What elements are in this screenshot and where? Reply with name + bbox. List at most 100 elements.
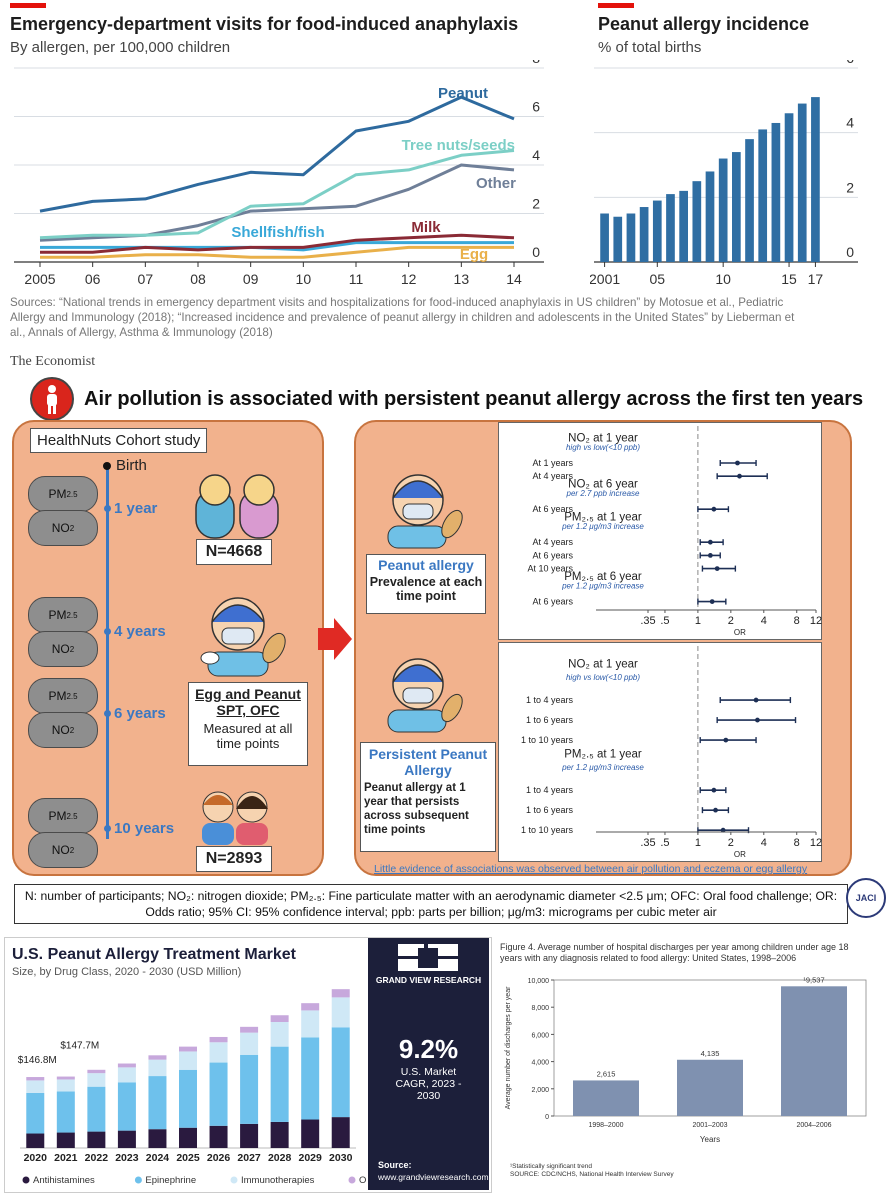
bar-segment-immunotherapies bbox=[301, 1010, 320, 1038]
odds-ratio-point bbox=[711, 787, 717, 793]
bar-segment-immunotherapies bbox=[26, 1080, 45, 1093]
value-label: 4,135 bbox=[701, 1049, 720, 1058]
row-label: At 6 years bbox=[532, 597, 573, 607]
legend-swatch bbox=[230, 1176, 238, 1184]
x-tick-label: 2020 bbox=[24, 1152, 48, 1164]
y-tick-label: 4,000 bbox=[531, 1060, 549, 1067]
group-label: NO₂ at 1 year bbox=[568, 432, 638, 444]
bar-segment-others bbox=[331, 989, 350, 998]
birth-label: Birth bbox=[116, 457, 147, 474]
group-label: PM₂.₅ at 1 year bbox=[564, 748, 642, 760]
economist-left-rule bbox=[10, 3, 46, 8]
x-tick-label: 1 bbox=[695, 615, 701, 627]
row-label: 1 to 4 years bbox=[526, 695, 574, 705]
bar-segment-others bbox=[179, 1046, 197, 1052]
x-tick-label: 09 bbox=[243, 271, 259, 287]
x-tick-label: 12 bbox=[810, 837, 822, 849]
n-participants-baseline: N=4668 bbox=[196, 539, 272, 565]
spt-ofc-title: Egg and Peanut SPT, OFC bbox=[195, 686, 301, 718]
timepoint-10-years: 10 years bbox=[114, 820, 175, 837]
legend-label: Others bbox=[359, 1175, 366, 1186]
bar bbox=[732, 152, 741, 262]
odds-ratio-point bbox=[713, 807, 718, 813]
bar-segment-immunotherapies bbox=[117, 1067, 136, 1083]
jaci-seal-text: JACI bbox=[855, 893, 877, 903]
x-tick-label: 4 bbox=[761, 837, 767, 849]
x-tick-label: 2023 bbox=[115, 1152, 139, 1164]
group-label: PM₂.₅ at 1 year bbox=[564, 512, 642, 524]
persistent-allergy-forest-plot: NO₂ at 1 year high vs low(<10 ppb) 1 to 4 … bbox=[498, 642, 822, 862]
y-tick-label: 6 bbox=[532, 99, 540, 115]
bar bbox=[718, 158, 728, 262]
value-label: 2,615 bbox=[597, 1069, 616, 1078]
pm25-cloud: PM 2.5 bbox=[28, 476, 98, 512]
cdc-footnote-1: ¹Statistically significant trend bbox=[510, 1163, 593, 1170]
grandview-brand: GRAND VIEW RESEARCH bbox=[375, 975, 482, 985]
plot-frame bbox=[498, 422, 822, 640]
x-tick-label: 10 bbox=[715, 271, 731, 287]
bar-segment-epinephrine bbox=[179, 1069, 197, 1128]
tick-10-years bbox=[104, 825, 111, 832]
series-label: Shellfish/fish bbox=[231, 224, 324, 241]
timepoint-4-years: 4 years bbox=[114, 623, 166, 640]
x-tick-label: 13 bbox=[454, 271, 470, 287]
cdc-footnote-2: SOURCE: CDC/NCHS, National Health Interv… bbox=[510, 1171, 674, 1178]
grandview-title: U.S. Peanut Allergy Treatment Market bbox=[12, 946, 296, 963]
persistent-allergy-body: Peanut allergy at 1 year that persists a… bbox=[364, 782, 469, 836]
bar-segment-epinephrine bbox=[301, 1037, 320, 1120]
pm25-cloud: PM 2.5 bbox=[28, 798, 98, 834]
odds-ratio-point bbox=[753, 697, 759, 703]
y-tick-label: 2,000 bbox=[531, 1087, 549, 1094]
cohort-label: HealthNuts Cohort study bbox=[30, 428, 208, 453]
emergency-visits-line-chart: 0 2 4 6 8 2005 06 07 08 09 10 11 12 13 14 Peanut Tree nu… bbox=[14, 60, 544, 287]
economist-right-rule bbox=[598, 3, 634, 8]
x-tick-label: 2021 bbox=[54, 1152, 78, 1164]
n-participants-10yr: N=2893 bbox=[196, 846, 272, 872]
treatment-market-stacked-bar-chart: 2020 2021 2022 2023 2024 2025 2026 2027 2028 2029… bbox=[18, 989, 366, 1186]
y-tick-label: 6 bbox=[846, 60, 854, 66]
bar-segment-antihistamines bbox=[56, 1132, 75, 1148]
group-label: NO₂ at 6 year bbox=[568, 479, 638, 491]
timepoint-6-years: 6 years bbox=[114, 705, 166, 722]
bar-segment-epinephrine bbox=[331, 1027, 350, 1118]
peanut-allergy-title: Peanut allergy bbox=[378, 557, 474, 573]
x-tick-label: 2005 bbox=[24, 271, 55, 287]
odds-ratio-point bbox=[709, 599, 715, 604]
series-label: Egg bbox=[460, 246, 488, 263]
row-label: At 6 years bbox=[532, 504, 573, 514]
row-label: 1 to 4 years bbox=[526, 785, 574, 795]
legend-swatch bbox=[134, 1176, 142, 1184]
x-tick-label: 2001 bbox=[590, 271, 620, 287]
group-sublabel: high vs low(<10 ppb) bbox=[566, 673, 640, 682]
y-tick-label: 4 bbox=[846, 115, 854, 131]
bar-segment-antihistamines bbox=[301, 1119, 320, 1148]
x-tick-label: 2026 bbox=[207, 1152, 231, 1164]
bar-segment-others bbox=[87, 1069, 106, 1074]
value-annotation: $146.8M bbox=[18, 1055, 57, 1066]
timeline-axis bbox=[106, 467, 109, 839]
bar bbox=[677, 1059, 743, 1116]
row-label: 1 to 10 years bbox=[521, 735, 574, 745]
x-tick-label: 2027 bbox=[237, 1152, 261, 1164]
x-tick-label: 05 bbox=[650, 271, 666, 287]
child-mask-icon bbox=[387, 658, 463, 733]
bar-segment-antihistamines bbox=[270, 1121, 289, 1148]
bar bbox=[613, 216, 623, 262]
bar-segment-antihistamines bbox=[26, 1133, 45, 1148]
y-tick-label: 4 bbox=[532, 147, 540, 163]
row-label: 1 to 10 years bbox=[521, 825, 574, 835]
legend-label: Immunotherapies bbox=[241, 1175, 315, 1186]
x-tick-label: 07 bbox=[138, 271, 154, 287]
bar-segment-others bbox=[301, 1003, 320, 1011]
series-label: Tree nuts/seeds bbox=[402, 137, 515, 154]
value-label: ¹9,537 bbox=[803, 975, 824, 984]
grandview-subtitle: Size, by Drug Class, 2020 - 2030 (USD Mi… bbox=[12, 966, 242, 978]
x-tick-label: 1 bbox=[695, 837, 701, 849]
bar-segment-immunotherapies bbox=[87, 1073, 106, 1087]
x-tick-label: .35 bbox=[640, 837, 655, 849]
children-icon bbox=[202, 791, 268, 845]
x-tick-label: 2030 bbox=[329, 1152, 353, 1164]
bar bbox=[626, 213, 636, 262]
x-tick-label: 2025 bbox=[176, 1152, 200, 1164]
